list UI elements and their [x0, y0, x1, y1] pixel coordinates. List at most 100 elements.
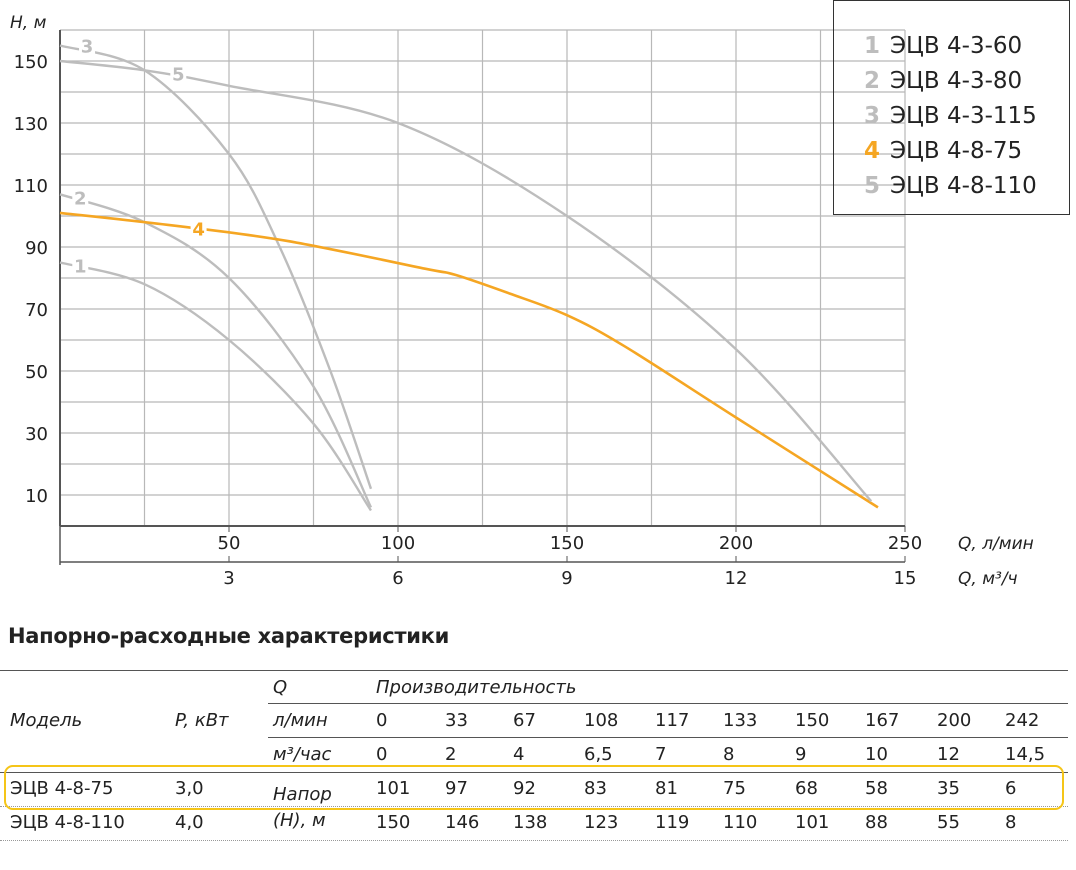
- series-label-2: 2: [74, 188, 87, 209]
- chart-legend: 1 ЭЦВ 4-3-60 2 ЭЦВ 4-3-80 3 ЭЦВ 4-3-115 4 ЭЦВ 4…: [833, 0, 1070, 215]
- cell-lmin: 0: [376, 710, 388, 731]
- cell-lmin: 150: [795, 710, 830, 731]
- series-label-3: 3: [81, 37, 94, 58]
- header-q: Q: [273, 677, 288, 698]
- legend-label: ЭЦВ 4-8-75: [890, 138, 1023, 164]
- y-tick-label: 10: [25, 486, 48, 507]
- cell-head: 83: [584, 778, 607, 799]
- series-line-5: [59, 59, 873, 502]
- x-tick-label: 150: [550, 533, 584, 554]
- y-tick-label: 90: [25, 238, 48, 259]
- cell-head: 146: [445, 812, 480, 833]
- y-axis-label: H, м: [10, 13, 47, 33]
- series-label-5: 5: [172, 64, 185, 85]
- cell-lmin: 133: [723, 710, 758, 731]
- highlight-frame: [4, 765, 1064, 810]
- series-label-bg: [72, 187, 89, 208]
- cell-lmin: 108: [584, 710, 619, 731]
- cell-head: 6: [1005, 778, 1017, 799]
- cell-m3: 2: [445, 744, 457, 765]
- x-axis-label: Q, л/мин: [958, 534, 1034, 554]
- header-power: P, кВт: [175, 710, 229, 731]
- cell-m3: 8: [723, 744, 735, 765]
- table-rule: [0, 772, 1068, 773]
- cell-head: 119: [655, 812, 690, 833]
- x2-tick-label: 9: [561, 568, 572, 589]
- table-row-divider: [0, 840, 1068, 841]
- series-line-4: [59, 211, 879, 509]
- series-line-2: [59, 193, 373, 508]
- cell-m3: 12: [937, 744, 960, 765]
- cell-lmin: 117: [655, 710, 690, 731]
- cell-model: ЭЦВ 4-8-110: [10, 812, 125, 833]
- header-performance: Производительность: [376, 677, 577, 698]
- header-lmin: л/мин: [273, 710, 328, 731]
- header-model: Модель: [10, 710, 83, 731]
- cell-model: ЭЦВ 4-8-75: [10, 778, 114, 799]
- y-tick-label: 130: [14, 114, 48, 135]
- x-tick-label: 100: [381, 533, 415, 554]
- table-title: Напорно-расходные характеристики: [8, 624, 450, 648]
- cell-head: 101: [795, 812, 830, 833]
- cell-head: 101: [376, 778, 411, 799]
- x-tick-label: 50: [218, 533, 241, 554]
- legend-item: 4 ЭЦВ 4-8-75: [864, 134, 1069, 169]
- series-label-bg: [190, 218, 207, 239]
- legend-number: 4: [864, 138, 881, 164]
- x-tick-label: 250: [888, 533, 922, 554]
- x-tick-label: 200: [719, 533, 753, 554]
- table-rule: [268, 703, 1068, 704]
- cell-lmin: 242: [1005, 710, 1040, 731]
- x2-tick-label: 6: [392, 568, 403, 589]
- legend-label: ЭЦВ 4-3-115: [890, 103, 1037, 129]
- legend-number: 5: [864, 173, 881, 199]
- series-label-bg: [170, 63, 187, 84]
- y-tick-label: 150: [14, 52, 48, 73]
- cell-head: 35: [937, 778, 960, 799]
- table-row-divider: [0, 806, 1068, 807]
- x2-tick-label: 3: [223, 568, 234, 589]
- cell-m3: 9: [795, 744, 807, 765]
- cell-m3: 7: [655, 744, 667, 765]
- cell-head: 110: [723, 812, 758, 833]
- cell-lmin: 200: [937, 710, 972, 731]
- cell-head: 55: [937, 812, 960, 833]
- y-tick-label: 110: [14, 176, 48, 197]
- cell-m3: 14,5: [1005, 744, 1046, 765]
- header-head: Напор: [273, 784, 332, 805]
- legend-label: ЭЦВ 4-8-110: [890, 173, 1037, 199]
- cell-head: 8: [1005, 812, 1017, 833]
- legend-number: 2: [864, 68, 881, 94]
- cell-head: 58: [865, 778, 888, 799]
- header-m3: м³/час: [273, 744, 332, 765]
- series-label-1: 1: [74, 257, 87, 278]
- legend-label: ЭЦВ 4-3-60: [890, 33, 1023, 59]
- legend-item: 1 ЭЦВ 4-3-60: [864, 29, 1069, 64]
- cell-head: 88: [865, 812, 888, 833]
- cell-power: 4,0: [175, 812, 204, 833]
- cell-head: 75: [723, 778, 746, 799]
- cell-head: 92: [513, 778, 536, 799]
- cell-head: 97: [445, 778, 468, 799]
- cell-m3: 0: [376, 744, 388, 765]
- x2-tick-label: 12: [725, 568, 748, 589]
- cell-head: 123: [584, 812, 619, 833]
- series-label-4: 4: [192, 219, 205, 240]
- legend-item: 5 ЭЦВ 4-8-110: [864, 169, 1069, 204]
- cell-head: 150: [376, 812, 411, 833]
- header-head-unit: (H), м: [273, 810, 326, 831]
- x2-tick-label: 15: [894, 568, 917, 589]
- x2-axis-label: Q, м³/ч: [958, 569, 1018, 589]
- legend-item: 2 ЭЦВ 4-3-80: [864, 64, 1069, 99]
- y-tick-label: 50: [25, 362, 48, 383]
- cell-lmin: 167: [865, 710, 900, 731]
- table-rule: [0, 670, 1068, 671]
- legend-number: 1: [864, 33, 881, 59]
- series-label-bg: [72, 255, 89, 276]
- table-rule: [268, 737, 1068, 738]
- series-label-bg: [79, 35, 96, 56]
- cell-m3: 4: [513, 744, 525, 765]
- cell-power: 3,0: [175, 778, 204, 799]
- cell-m3: 6,5: [584, 744, 613, 765]
- y-tick-label: 70: [25, 300, 48, 321]
